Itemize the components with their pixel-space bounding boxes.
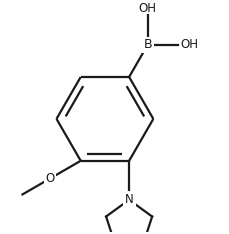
Text: OH: OH <box>179 38 197 51</box>
Text: N: N <box>124 193 133 206</box>
Text: O: O <box>46 172 55 185</box>
Text: OH: OH <box>138 2 156 15</box>
Text: B: B <box>143 38 151 51</box>
